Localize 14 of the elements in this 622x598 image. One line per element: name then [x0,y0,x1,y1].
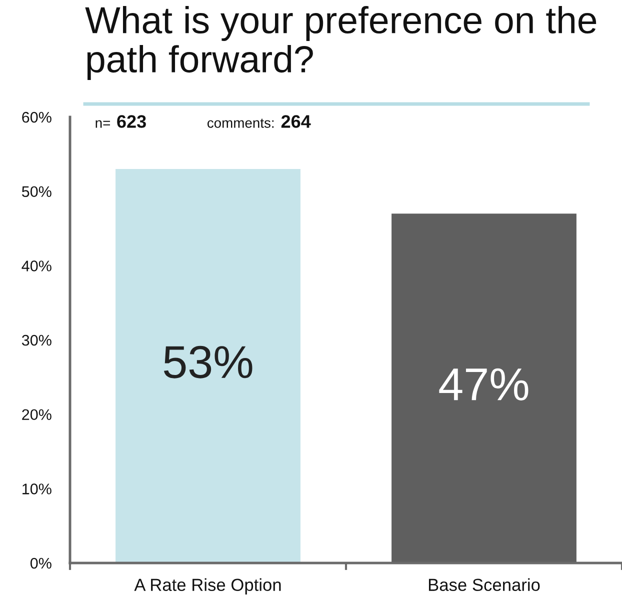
y-tick-label: 20% [22,409,52,420]
y-tick-label: 0% [30,558,52,569]
y-tick-label: 30% [22,334,52,346]
data-label: 47% [439,368,528,400]
y-tick-label: 60% [22,112,52,123]
annotation: comments: 264 [207,115,311,128]
data-label: 53% [164,346,252,378]
y-tick-label: 10% [22,484,52,494]
chart-title: What is your preference on the path forward? [85,6,596,80]
x-tick-label: A Rate Rise Option [134,578,281,594]
annotation: n= 623 [96,115,146,128]
y-tick-label: 40% [22,260,52,272]
x-tick-label: Base Scenario [428,578,540,592]
y-tick-label: 50% [22,186,52,198]
